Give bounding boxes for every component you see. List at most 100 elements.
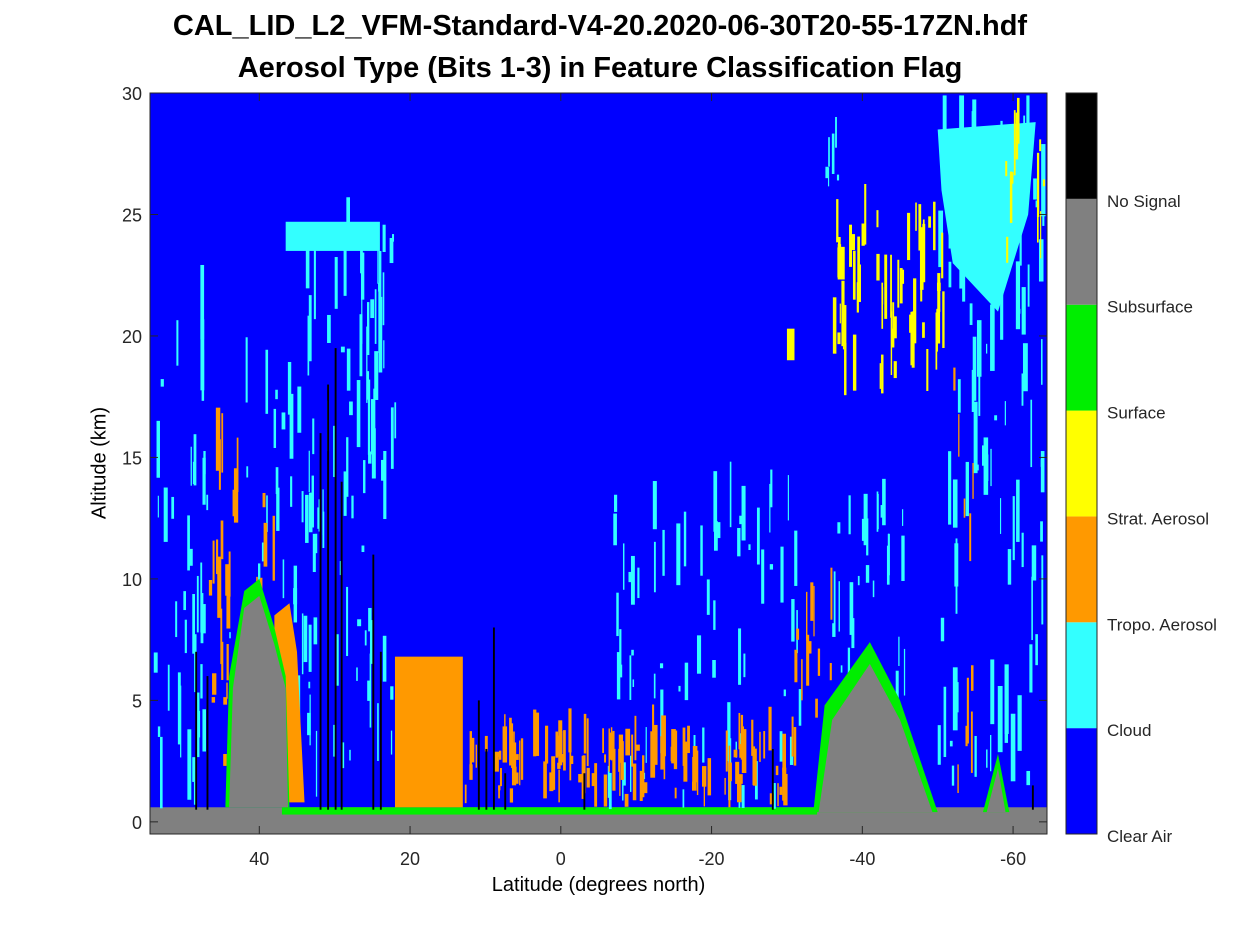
strat-aerosol-cell <box>881 354 884 394</box>
strat-aerosol-cell <box>922 223 926 283</box>
strat-aerosol-cell <box>852 250 856 300</box>
tropo-aerosol-cell <box>212 540 215 584</box>
cloud-cell <box>684 662 689 701</box>
no-signal-column <box>504 773 507 810</box>
cloud-cell <box>629 755 632 792</box>
cloud-cell <box>349 749 351 761</box>
cloud-cell <box>986 749 988 768</box>
tropo-aerosol-cell <box>810 582 814 621</box>
cloud-cell <box>175 601 178 638</box>
cloud-cell <box>756 507 760 565</box>
tropo-aerosol-cell <box>228 551 231 597</box>
cloud-cell <box>163 487 168 542</box>
cloud-cell <box>273 408 277 448</box>
cloud-cell <box>619 629 622 666</box>
colorbar: Clear Air Cloud Tropo. Aerosol Strat. Aeros… <box>1065 92 1217 846</box>
cloud-cell <box>308 492 313 533</box>
cloud-cell <box>738 628 742 685</box>
strat-aerosol-cell <box>936 308 941 344</box>
cloud-cell <box>202 457 206 505</box>
tropo-aerosol-cell <box>970 711 973 773</box>
tropo-aerosol-cell <box>779 786 783 795</box>
cloud-cell <box>761 549 765 604</box>
tropo-aerosol-cell <box>692 756 696 791</box>
cloud-cell <box>276 487 280 531</box>
strat-aerosol-cell <box>1011 172 1014 184</box>
cloud-cell <box>902 509 904 526</box>
colorbar-swatch <box>1066 304 1097 411</box>
cloud-cell <box>700 525 703 576</box>
cloud-cell <box>849 582 854 635</box>
tropo-aerosol-cell <box>211 697 216 703</box>
tropo-aerosol-cell <box>794 649 798 683</box>
strat-aerosol-cell <box>857 236 860 288</box>
strat-aerosol-cell <box>879 363 881 389</box>
cloud-cell <box>653 673 656 699</box>
cloud-cell <box>632 679 635 687</box>
cloud-cell <box>245 337 248 403</box>
cloud-cell <box>1004 401 1006 426</box>
cloud-cell <box>840 665 843 673</box>
cloud-cell <box>876 491 879 532</box>
cloud-cell <box>727 702 731 762</box>
tropo-aerosol-cell <box>631 734 634 767</box>
terrain-north <box>229 595 288 808</box>
cloud-cell <box>377 242 379 284</box>
cloud-cell <box>371 428 376 479</box>
cloud-cell <box>789 736 794 765</box>
strat-aerosol-cell <box>910 311 913 366</box>
tropo-aerosol-cell <box>263 522 268 567</box>
cloud-cell <box>955 538 958 614</box>
no-signal-column <box>583 773 586 810</box>
tropo-aerosol-cell <box>602 728 605 754</box>
cloud-cell <box>200 664 203 699</box>
cloud-cell <box>311 475 314 528</box>
cloud-cell <box>394 402 397 439</box>
cloud-cell <box>301 491 304 523</box>
cloud-cell <box>983 437 989 495</box>
strat-aerosol-cell <box>918 204 922 251</box>
cloud-cell <box>313 617 318 645</box>
cloud-cell <box>390 730 393 755</box>
cloud-cell <box>195 692 200 758</box>
cloud-cell <box>370 299 375 319</box>
tropo-aerosol-cell <box>775 765 779 776</box>
cloud-cell <box>281 412 286 430</box>
terrain-south <box>986 768 1006 813</box>
strat-aerosol-cell <box>861 223 865 246</box>
cloud-cell <box>275 389 278 400</box>
no-signal-column <box>334 348 337 810</box>
tropo-aerosol-cell <box>671 729 676 764</box>
cloud-cell <box>305 227 310 289</box>
strat-aerosol-cell <box>922 322 925 338</box>
cloud-cell <box>246 466 249 478</box>
no-signal-column <box>195 651 198 810</box>
tropo-aerosol-cell <box>707 758 712 796</box>
tropo-aerosol-cell <box>815 698 818 718</box>
tropo-aerosol-cell <box>740 714 744 760</box>
strat-aerosol-cell <box>1015 112 1019 160</box>
cloud-cell <box>959 95 961 147</box>
tropo-aerosol-cell <box>612 730 615 759</box>
cloud-cell <box>349 401 353 416</box>
cloud-cell <box>196 575 199 633</box>
tropo-aerosol-cell <box>957 764 959 794</box>
strat-aerosol-cell <box>856 282 859 313</box>
cloud-cell <box>289 393 294 459</box>
tropo-aerosol-cell <box>622 767 624 780</box>
strat-aerosol-cell <box>1036 152 1040 217</box>
cloud-cell <box>630 555 635 605</box>
cloud-cell <box>176 320 179 366</box>
cloud-cell <box>631 649 634 656</box>
cloud-cell <box>373 388 376 449</box>
tropo-aerosol-cell <box>768 706 772 751</box>
tropo-aerosol-cell <box>738 712 741 750</box>
cloud-cell <box>363 460 366 494</box>
tropo-aerosol-cell <box>233 468 239 523</box>
cloud-cell <box>780 546 784 603</box>
cloud-cell <box>880 505 883 518</box>
no-signal-column <box>319 433 322 810</box>
cloud-cell <box>305 494 309 543</box>
strat-aerosol-cell <box>1006 236 1009 263</box>
cloud-cell <box>735 741 737 758</box>
